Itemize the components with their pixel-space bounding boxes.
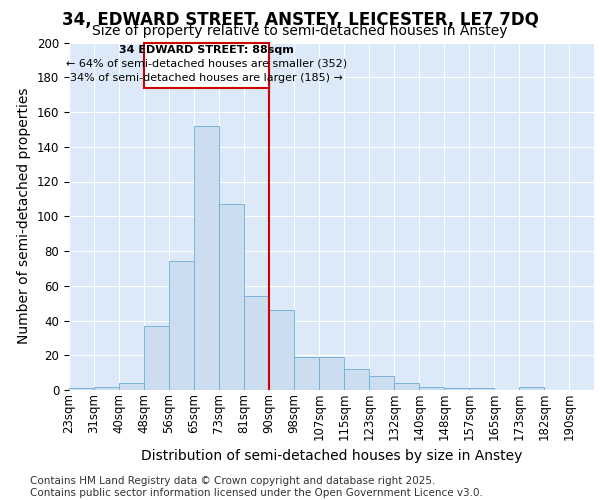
Bar bbox=[144, 42, 269, 88]
Bar bbox=[394, 383, 419, 390]
Bar bbox=[519, 386, 544, 390]
Text: 34% of semi-detached houses are larger (185) →: 34% of semi-detached houses are larger (… bbox=[70, 72, 343, 83]
Bar bbox=[69, 388, 94, 390]
Text: Contains HM Land Registry data © Crown copyright and database right 2025.
Contai: Contains HM Land Registry data © Crown c… bbox=[30, 476, 483, 498]
Text: 34, EDWARD STREET, ANSTEY, LEICESTER, LE7 7DQ: 34, EDWARD STREET, ANSTEY, LEICESTER, LE… bbox=[62, 11, 538, 29]
X-axis label: Distribution of semi-detached houses by size in Anstey: Distribution of semi-detached houses by … bbox=[141, 448, 522, 462]
Bar bbox=[344, 369, 369, 390]
Bar bbox=[194, 126, 219, 390]
Bar bbox=[144, 326, 169, 390]
Bar bbox=[419, 386, 444, 390]
Bar bbox=[294, 357, 319, 390]
Bar bbox=[119, 383, 144, 390]
Bar bbox=[444, 388, 469, 390]
Bar bbox=[269, 310, 294, 390]
Text: 34 EDWARD STREET: 88sqm: 34 EDWARD STREET: 88sqm bbox=[119, 45, 294, 55]
Y-axis label: Number of semi-detached properties: Number of semi-detached properties bbox=[17, 88, 31, 344]
Bar bbox=[244, 296, 269, 390]
Bar bbox=[319, 357, 344, 390]
Text: ← 64% of semi-detached houses are smaller (352): ← 64% of semi-detached houses are smalle… bbox=[66, 58, 347, 68]
Text: Size of property relative to semi-detached houses in Anstey: Size of property relative to semi-detach… bbox=[92, 24, 508, 38]
Bar bbox=[469, 388, 494, 390]
Bar bbox=[369, 376, 394, 390]
Bar bbox=[169, 262, 194, 390]
Bar bbox=[219, 204, 244, 390]
Bar bbox=[94, 386, 119, 390]
